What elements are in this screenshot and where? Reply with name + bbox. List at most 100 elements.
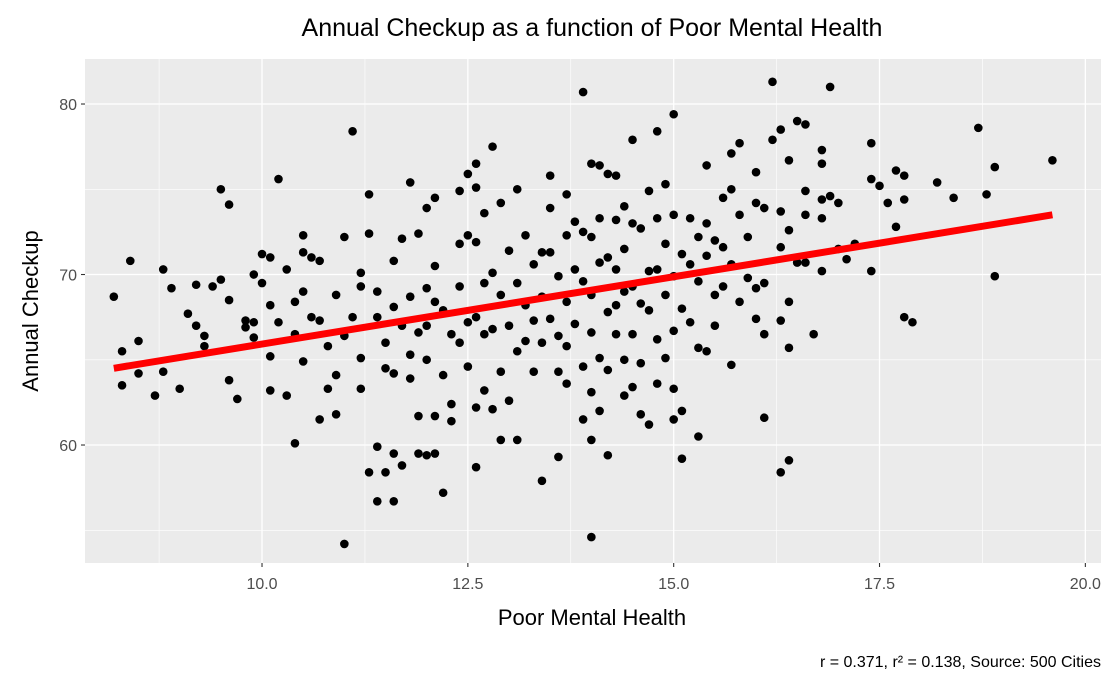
point xyxy=(710,290,720,300)
point xyxy=(298,357,308,366)
point xyxy=(249,317,259,327)
x-tick-label: 12.5 xyxy=(452,576,483,593)
point xyxy=(751,314,761,324)
point xyxy=(356,268,366,278)
point xyxy=(784,225,794,235)
point xyxy=(908,317,917,327)
point xyxy=(759,329,769,339)
point xyxy=(257,278,267,288)
point xyxy=(438,488,448,498)
point xyxy=(521,336,530,346)
point xyxy=(899,171,909,180)
point xyxy=(216,184,226,194)
point xyxy=(891,166,901,175)
point xyxy=(381,467,390,477)
point xyxy=(496,435,506,445)
point xyxy=(282,391,292,400)
point xyxy=(669,210,678,220)
point xyxy=(644,306,654,315)
point xyxy=(488,142,497,151)
point xyxy=(784,297,794,307)
point xyxy=(652,126,662,136)
point xyxy=(455,186,464,196)
point xyxy=(875,181,884,191)
point xyxy=(447,399,456,409)
point xyxy=(150,391,160,400)
point xyxy=(562,297,571,307)
point xyxy=(932,178,942,187)
point xyxy=(158,265,168,274)
point xyxy=(644,266,654,276)
point xyxy=(463,230,473,240)
panel-background xyxy=(85,59,1101,563)
point xyxy=(364,190,374,199)
point xyxy=(578,415,588,424)
point xyxy=(257,249,267,259)
point xyxy=(661,239,670,249)
point xyxy=(562,230,571,240)
point xyxy=(759,203,769,213)
point xyxy=(570,319,580,329)
point xyxy=(480,278,489,288)
point xyxy=(611,329,621,339)
point xyxy=(776,316,786,325)
point xyxy=(397,234,407,244)
point xyxy=(677,454,687,463)
point xyxy=(249,270,259,279)
point xyxy=(652,379,662,388)
point xyxy=(595,213,604,223)
point xyxy=(233,394,242,404)
point xyxy=(430,449,440,458)
point xyxy=(866,266,876,276)
plot-panel xyxy=(85,59,1101,563)
point xyxy=(619,355,629,365)
point xyxy=(290,297,300,307)
x-axis-label: Poor Mental Health xyxy=(498,605,686,630)
point xyxy=(529,259,539,269)
point xyxy=(727,184,736,194)
point xyxy=(463,317,473,327)
point xyxy=(710,321,720,330)
point xyxy=(471,462,481,472)
point xyxy=(447,416,456,426)
point xyxy=(554,367,563,376)
point xyxy=(801,258,810,267)
point xyxy=(735,210,744,220)
point xyxy=(545,203,555,213)
point xyxy=(974,123,983,133)
point xyxy=(224,295,234,305)
point xyxy=(776,242,786,252)
point xyxy=(265,352,275,361)
point xyxy=(834,198,843,208)
point xyxy=(455,338,464,348)
y-axis-label: Annual Checkup xyxy=(18,230,43,391)
point xyxy=(471,312,481,322)
point xyxy=(578,227,588,237)
point xyxy=(694,432,703,441)
point xyxy=(504,396,514,405)
point xyxy=(414,328,423,337)
point xyxy=(480,386,489,395)
point xyxy=(669,109,678,119)
y-tick-label: 80 xyxy=(59,97,77,114)
point xyxy=(776,467,786,477)
point xyxy=(463,362,473,371)
point xyxy=(611,300,621,310)
point xyxy=(405,292,415,301)
point xyxy=(537,248,547,257)
point xyxy=(587,232,596,242)
point xyxy=(422,450,431,460)
point xyxy=(718,242,728,252)
point xyxy=(718,282,728,291)
point xyxy=(537,338,547,348)
point xyxy=(743,232,753,242)
point xyxy=(529,316,539,325)
point xyxy=(784,155,794,165)
point xyxy=(570,265,580,274)
point xyxy=(619,391,629,400)
point xyxy=(224,200,234,209)
point xyxy=(529,367,539,376)
point xyxy=(488,268,497,278)
point xyxy=(751,283,761,293)
point xyxy=(488,404,497,414)
